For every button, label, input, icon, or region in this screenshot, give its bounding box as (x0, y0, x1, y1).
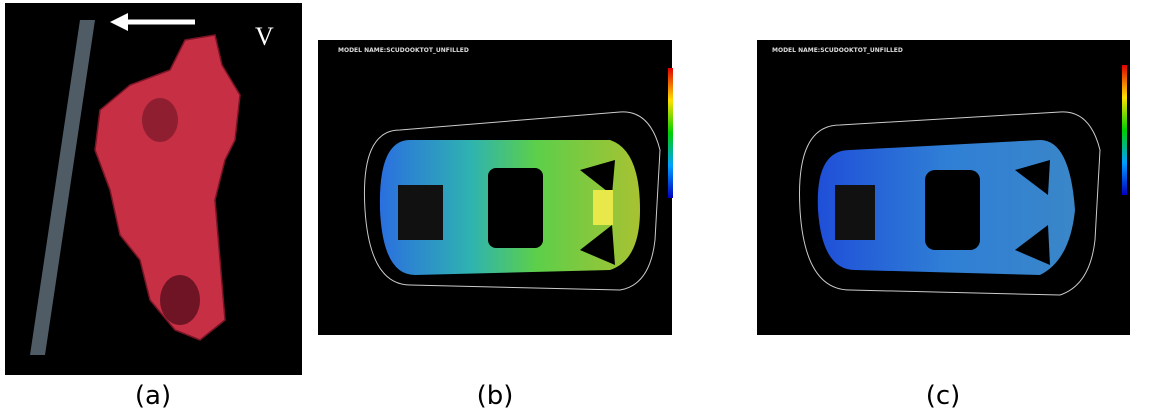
patch (593, 190, 613, 225)
panel-b: MODEL NAME:SCUDOOKTOT_UNFILLED (b) (318, 40, 673, 411)
page: V (a) MODEL NAME:SCUDOOKTOT_UNFILLED (b)… (0, 0, 1154, 416)
opening (925, 170, 980, 250)
grid-region (398, 185, 443, 240)
panel-c: MODEL NAME:SCUDOOKTOT_UNFILLED (c) (757, 40, 1130, 411)
velocity-label: V (255, 22, 274, 51)
hole (142, 98, 178, 142)
panel-label: (a) (135, 381, 171, 411)
color-bar (1122, 65, 1127, 195)
panel-label: (b) (477, 381, 514, 411)
panel-label: (c) (926, 381, 961, 411)
hole (160, 275, 200, 325)
grid-region (835, 185, 875, 240)
opening (488, 168, 543, 248)
panel-title: MODEL NAME:SCUDOOKTOT_UNFILLED (772, 47, 903, 54)
figure: V (a) MODEL NAME:SCUDOOKTOT_UNFILLED (b)… (0, 0, 1154, 416)
color-bar (668, 68, 673, 198)
panel-a: V (a) (5, 3, 302, 411)
panel-title: MODEL NAME:SCUDOOKTOT_UNFILLED (338, 47, 469, 54)
